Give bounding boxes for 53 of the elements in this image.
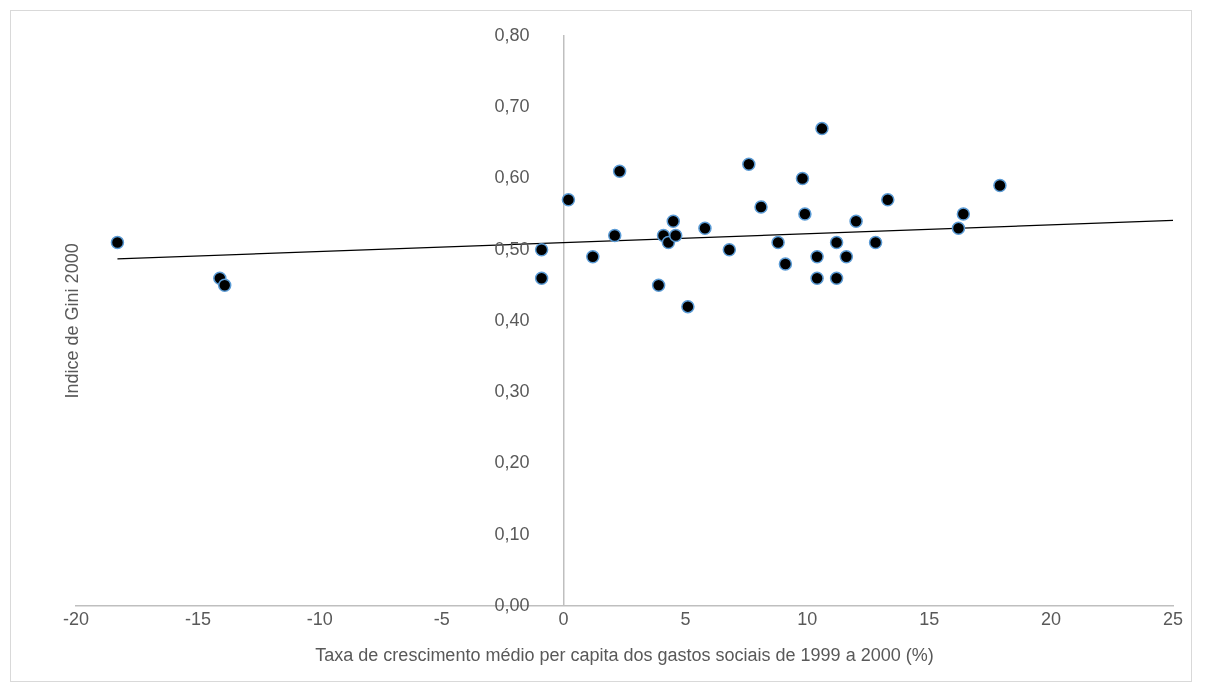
x-tick-label: 20 bbox=[1041, 608, 1062, 629]
point bbox=[849, 214, 863, 228]
x-tick-label: 5 bbox=[680, 608, 691, 629]
y-tick-label: 0,60 bbox=[494, 167, 530, 188]
y-tick-label: 0,00 bbox=[494, 594, 530, 615]
point bbox=[956, 207, 971, 221]
point bbox=[829, 235, 844, 250]
point bbox=[868, 235, 883, 250]
point bbox=[681, 299, 695, 314]
point bbox=[742, 157, 756, 171]
point bbox=[810, 250, 824, 264]
y-tick-label: 0,40 bbox=[494, 309, 530, 330]
point bbox=[612, 164, 627, 179]
point bbox=[668, 228, 683, 243]
point bbox=[754, 200, 768, 214]
y-tick-label: 0,50 bbox=[494, 238, 530, 259]
point bbox=[810, 271, 824, 285]
x-tick-label: -15 bbox=[184, 608, 211, 629]
point bbox=[217, 278, 232, 293]
point bbox=[798, 207, 812, 221]
y-tick-label: 0,10 bbox=[494, 523, 530, 544]
x-tick-label: -10 bbox=[306, 608, 333, 629]
point bbox=[534, 271, 549, 285]
point bbox=[951, 221, 966, 236]
x-tick-label: -5 bbox=[433, 608, 450, 629]
point bbox=[795, 171, 810, 186]
point bbox=[815, 121, 829, 136]
point bbox=[881, 193, 895, 207]
point bbox=[666, 214, 681, 228]
y-tick-label: 0,80 bbox=[494, 24, 530, 45]
point bbox=[110, 235, 125, 250]
point bbox=[608, 228, 622, 243]
point bbox=[778, 257, 793, 271]
x-tick-label: 25 bbox=[1162, 608, 1184, 629]
point bbox=[586, 250, 600, 264]
x-tick-label: 10 bbox=[797, 608, 818, 629]
point bbox=[651, 278, 666, 293]
point bbox=[839, 250, 854, 264]
point bbox=[722, 242, 737, 257]
point bbox=[561, 193, 576, 207]
x-tick-label: 0 bbox=[558, 608, 569, 629]
x-tick-label: 15 bbox=[919, 608, 940, 629]
point bbox=[771, 235, 785, 250]
point bbox=[993, 178, 1007, 193]
x-tick-label: -20 bbox=[62, 608, 90, 629]
y-axis-title: Indice de Gini 2000 bbox=[61, 243, 82, 399]
y-tick-label: 0,20 bbox=[494, 452, 530, 473]
point bbox=[534, 242, 549, 257]
point bbox=[698, 221, 712, 236]
x-axis-title: Taxa de crescimento médio per capita dos gastos sociais de 1999 a 2000 (%) bbox=[315, 645, 934, 666]
y-tick-label: 0,70 bbox=[494, 96, 530, 117]
y-tick-label: 0,30 bbox=[494, 381, 530, 402]
point bbox=[829, 271, 844, 285]
